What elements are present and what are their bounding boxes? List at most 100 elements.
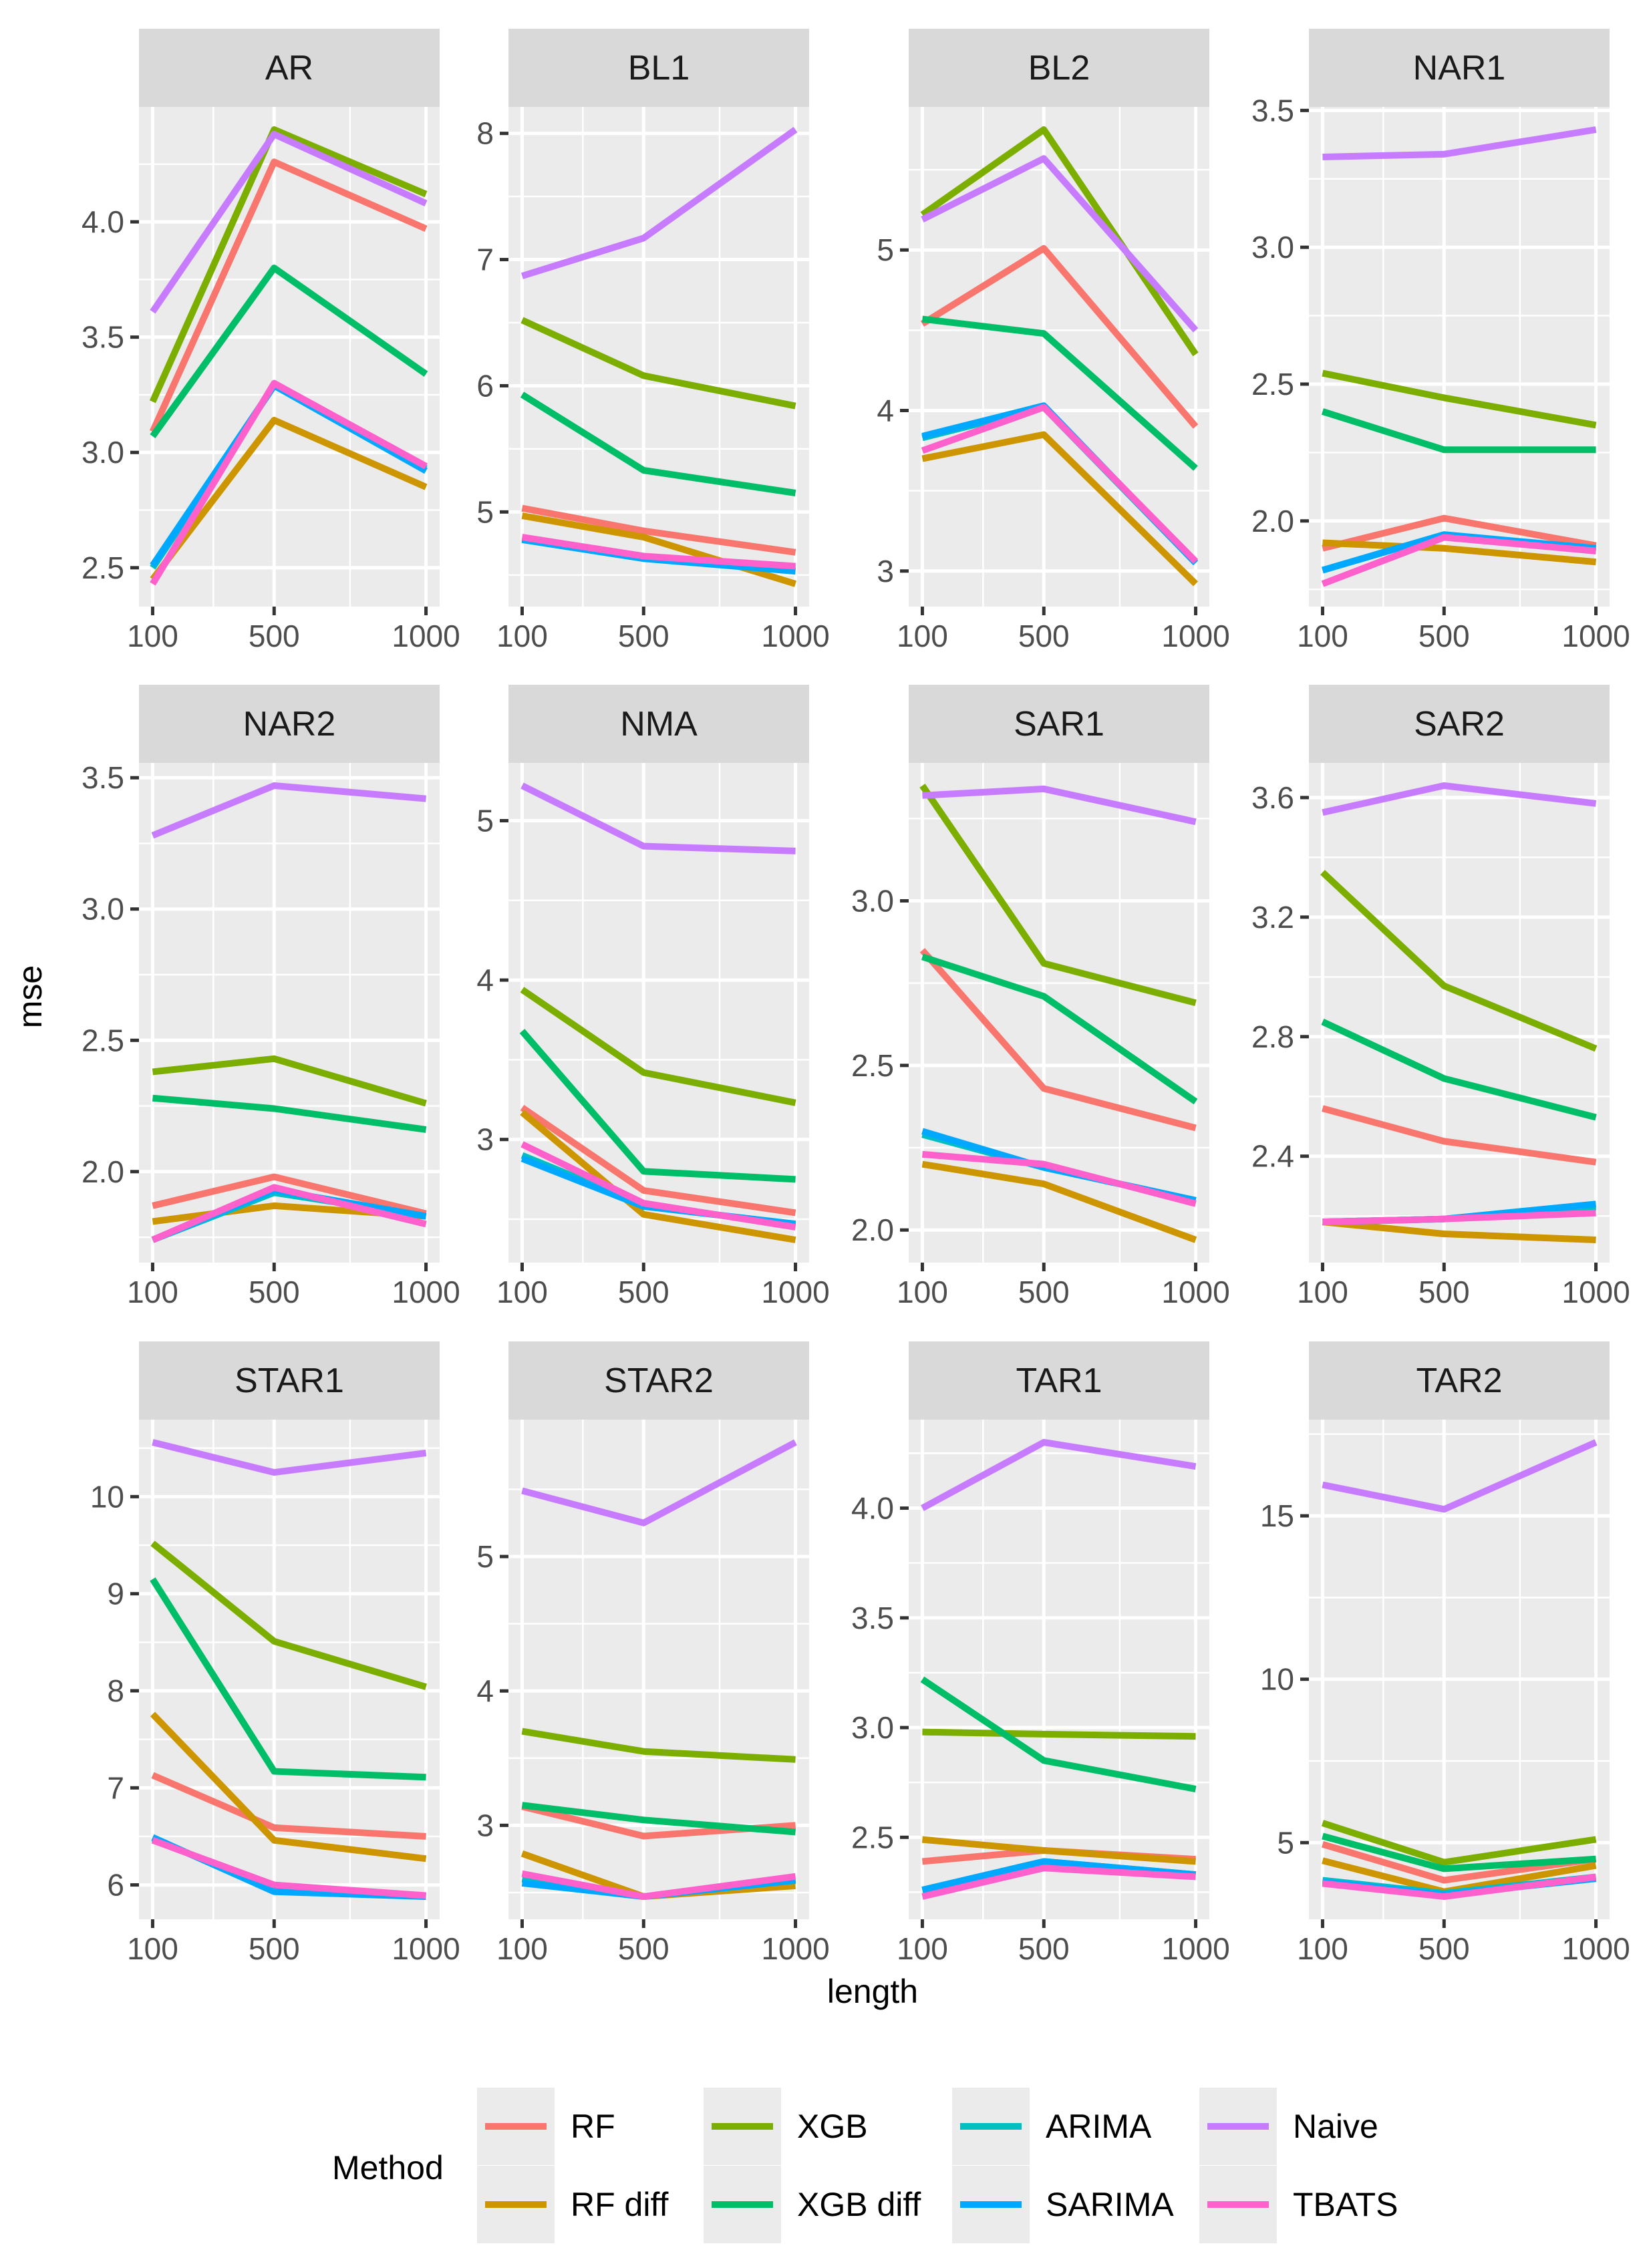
y-tick-label: 10 bbox=[1260, 1662, 1294, 1697]
series-line-tbats bbox=[520, 1141, 796, 1231]
series-line-naive bbox=[521, 1439, 797, 1526]
legend: Method RF RF diff XGB XGB diff ARIMA SARIMA Na… bbox=[332, 2088, 1398, 2243]
y-tick-label: 2.0 bbox=[82, 1154, 124, 1189]
y-tick-label: 4 bbox=[476, 963, 494, 997]
series-line-sarima bbox=[921, 1858, 1196, 1894]
facet-strip-label: STAR2 bbox=[604, 1361, 714, 1400]
y-tick-label: 4 bbox=[476, 1673, 494, 1708]
series-line-rf-diff bbox=[921, 1160, 1197, 1243]
y-axis-title: mse bbox=[11, 965, 49, 1028]
y-tick-label: 2.4 bbox=[1251, 1139, 1294, 1174]
series-line-xgb bbox=[149, 126, 428, 403]
x-tick-label: 500 bbox=[618, 1931, 669, 1966]
series-line-rf-diff bbox=[520, 1110, 796, 1243]
x-tick-label: 100 bbox=[1297, 1931, 1348, 1966]
series-line-rf bbox=[521, 504, 796, 556]
series-line-xgb-diff bbox=[521, 1802, 796, 1836]
facet-strip-label: STAR1 bbox=[235, 1361, 344, 1400]
y-tick-label: 2.0 bbox=[1251, 504, 1294, 538]
legend-item-rf: RF bbox=[477, 2088, 615, 2165]
series-line-tbats bbox=[1321, 534, 1596, 587]
y-tick-label: 3.0 bbox=[851, 883, 894, 918]
x-tick-label: 1000 bbox=[392, 1275, 460, 1309]
x-tick-label: 1000 bbox=[761, 619, 829, 653]
legend-label: Naive bbox=[1293, 2108, 1378, 2145]
panel-background bbox=[508, 1420, 809, 1919]
x-tick-label: 100 bbox=[127, 1931, 178, 1966]
y-tick-label: 2.5 bbox=[851, 1048, 894, 1083]
y-tick-label: 4 bbox=[877, 393, 894, 428]
series-line-tbats bbox=[521, 534, 796, 570]
y-tick-label: 3.0 bbox=[851, 1710, 894, 1745]
x-tick-label: 500 bbox=[1018, 619, 1070, 653]
series-line-xgb-diff bbox=[921, 315, 1198, 471]
y-tick-label: 3 bbox=[877, 554, 894, 589]
x-tick-label: 1000 bbox=[1161, 1275, 1229, 1309]
y-tick-label: 9 bbox=[107, 1577, 124, 1611]
series-line-xgb bbox=[152, 1055, 427, 1107]
legend-label: XGB bbox=[797, 2108, 868, 2145]
x-tick-label: 1000 bbox=[761, 1275, 829, 1309]
x-tick-label: 1000 bbox=[392, 619, 460, 653]
facet-strip-label: BL2 bbox=[1028, 49, 1090, 88]
series-line-naive bbox=[922, 785, 1197, 826]
series-line-naive bbox=[150, 130, 428, 314]
x-tick-label: 1000 bbox=[1561, 1931, 1630, 1966]
legend-title: Method bbox=[332, 2149, 444, 2186]
facet-strip-label: NAR1 bbox=[1413, 49, 1506, 88]
legend-label: RF diff bbox=[571, 2186, 668, 2223]
series-line-xgb-diff bbox=[152, 1094, 427, 1133]
series-line-naive bbox=[520, 782, 796, 854]
x-tick-label: 500 bbox=[618, 1275, 669, 1309]
facet-strip-label: BL1 bbox=[628, 49, 690, 88]
facet-strip-label: SAR2 bbox=[1414, 705, 1505, 744]
series-line-tbats bbox=[151, 1837, 426, 1899]
x-tick-label: 500 bbox=[249, 1275, 300, 1309]
series-line-tbats bbox=[1322, 1873, 1597, 1900]
y-tick-label: 2.5 bbox=[82, 1023, 124, 1058]
y-tick-label: 5 bbox=[877, 232, 894, 267]
x-tick-label: 100 bbox=[127, 1275, 178, 1309]
facet-strip bbox=[139, 1341, 440, 1420]
series-line-rf bbox=[1322, 1840, 1597, 1884]
series-line-tbats bbox=[151, 1184, 427, 1243]
series-line-naive bbox=[921, 155, 1199, 333]
facet-panel-bl1: BL1 5 6 7 8 100 500 1000 bbox=[476, 29, 830, 653]
y-tick-label: 2.0 bbox=[851, 1212, 894, 1247]
facet-strip bbox=[909, 685, 1209, 763]
facet-strip bbox=[909, 29, 1209, 107]
series-line-rf bbox=[149, 158, 428, 434]
y-tick-label: 3.0 bbox=[1251, 230, 1294, 265]
y-tick-label: 5 bbox=[476, 1539, 494, 1574]
legend-item-tbats: TBATS bbox=[1199, 2166, 1398, 2243]
series-line-rf-diff bbox=[150, 1712, 427, 1862]
series-line-xgb bbox=[1322, 369, 1597, 429]
legend-label: TBATS bbox=[1293, 2186, 1398, 2223]
facet-strip bbox=[508, 1341, 809, 1420]
y-tick-label: 6 bbox=[476, 368, 494, 403]
series-line-xgb-diff bbox=[519, 1029, 796, 1183]
facet-strip bbox=[508, 685, 809, 763]
series-line-rf-diff bbox=[1322, 539, 1596, 566]
x-tick-label: 100 bbox=[897, 619, 948, 653]
legend-label: RF bbox=[571, 2108, 615, 2145]
x-tick-label: 100 bbox=[127, 619, 178, 653]
x-tick-label: 500 bbox=[1418, 1275, 1470, 1309]
x-tick-label: 1000 bbox=[761, 1931, 829, 1966]
series-line-rf bbox=[1322, 514, 1597, 552]
y-tick-label: 5 bbox=[476, 803, 494, 838]
facet-panel-bl2: BL2 3 4 5 100 500 1000 bbox=[877, 29, 1230, 653]
x-tick-label: 500 bbox=[618, 619, 669, 653]
facet-strip bbox=[909, 1341, 1209, 1420]
series-line-xgb bbox=[520, 987, 796, 1106]
facet-strip bbox=[139, 29, 440, 107]
facet-panel-tar1: TAR1 2.5 3.0 3.5 4.0 100 500 1000 bbox=[851, 1341, 1230, 1966]
series-line-xgb bbox=[920, 126, 1199, 357]
series-line-xgb bbox=[150, 1541, 427, 1690]
series-line-rf bbox=[919, 948, 1197, 1132]
y-tick-label: 5 bbox=[1277, 1825, 1294, 1860]
facet-strip-label: TAR2 bbox=[1416, 1361, 1502, 1400]
series-line-naive bbox=[921, 1439, 1197, 1511]
series-line-xgb bbox=[520, 317, 796, 410]
facet-strip-label: TAR1 bbox=[1016, 1361, 1102, 1400]
